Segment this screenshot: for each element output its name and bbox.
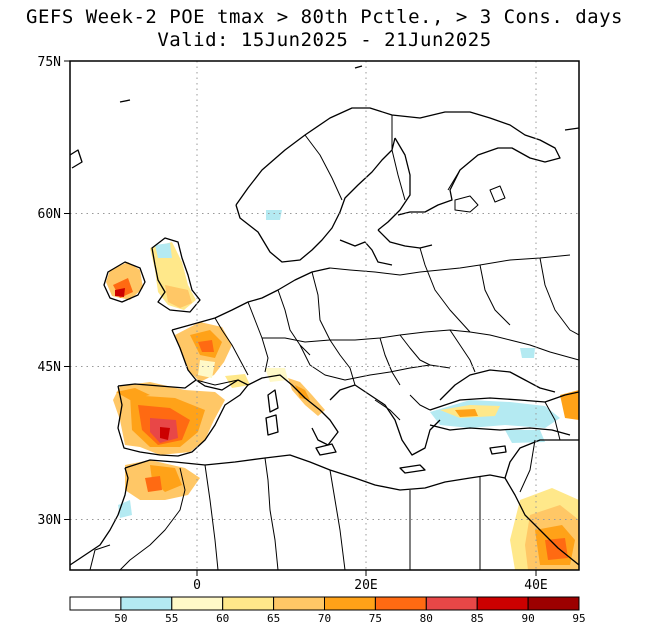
colorbar-swatch (425, 596, 478, 611)
colorbar-swatch (527, 596, 580, 611)
colorbar-label: 50 (114, 612, 127, 625)
axis-ticks (64, 60, 537, 576)
map-title: GEFS Week-2 POE tmax > 80th Pctle., > 3 … (26, 6, 623, 28)
graticule (70, 61, 579, 570)
lon-label-0: 0 (193, 578, 201, 593)
colorbar-swatch (324, 596, 376, 611)
colorbar-label: 75 (369, 612, 382, 625)
lat-label-75n: 75N (38, 55, 61, 70)
national-borders (89, 115, 579, 570)
colorbar-swatch (476, 596, 529, 611)
colorbar: 50 55 60 65 70 75 80 85 90 95 (69, 596, 586, 625)
colorbar-label: 55 (165, 612, 178, 625)
colorbar-label: 65 (267, 612, 280, 625)
lat-label-60n: 60N (38, 207, 61, 222)
colorbar-label: 80 (420, 612, 433, 625)
lon-label-20e: 20E (354, 578, 377, 593)
lat-label-30n: 30N (38, 513, 61, 528)
lon-label-40e: 40E (524, 578, 547, 593)
colorbar-label: 95 (572, 612, 585, 625)
colorbar-label: 60 (216, 612, 229, 625)
colorbar-label: 90 (521, 612, 534, 625)
valid-period: Valid: 15Jun2025 - 21Jun2025 (157, 29, 492, 51)
colorbar-swatch (222, 596, 275, 611)
map-content (70, 65, 579, 570)
colorbar-swatch (69, 596, 122, 611)
probability-shading (106, 210, 579, 570)
lat-label-45n: 45N (38, 360, 61, 375)
coastlines (70, 65, 579, 566)
map-frame (69, 60, 580, 571)
colorbar-swatch (273, 596, 326, 611)
colorbar-swatch (120, 596, 173, 611)
colorbar-swatch (171, 596, 224, 611)
colorbar-label: 70 (318, 612, 331, 625)
colorbar-label: 85 (471, 612, 484, 625)
colorbar-swatch (374, 596, 427, 611)
